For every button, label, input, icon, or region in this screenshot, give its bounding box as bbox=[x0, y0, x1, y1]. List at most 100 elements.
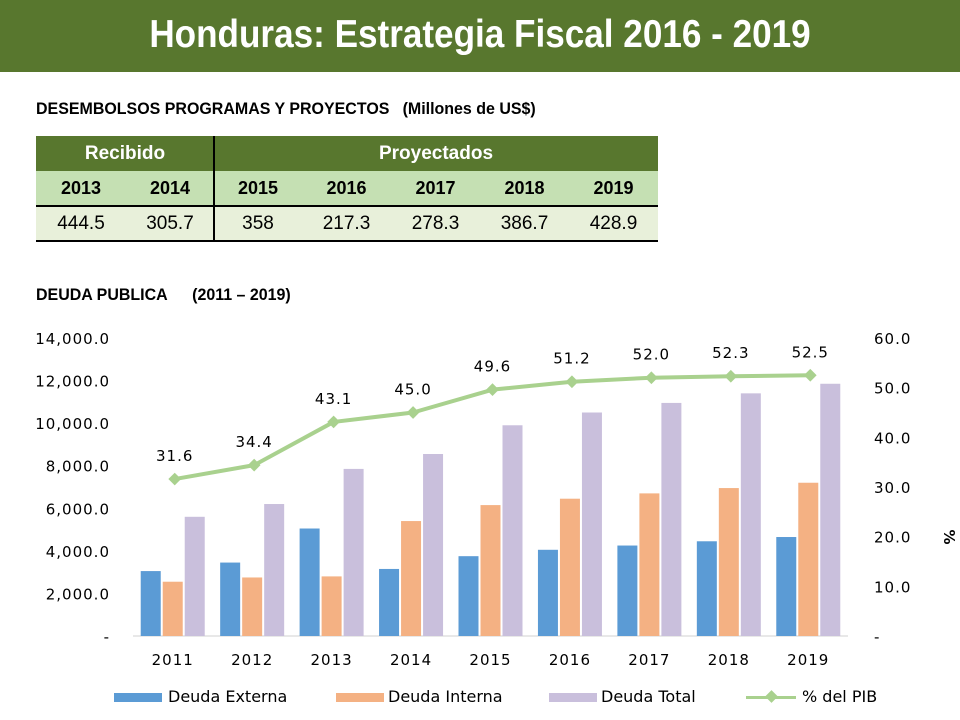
table-value-cell: 217.3 bbox=[302, 206, 391, 242]
legend-swatch bbox=[549, 693, 597, 702]
x-tick-label: 2015 bbox=[469, 651, 511, 669]
bar-deuda-total bbox=[264, 504, 285, 636]
y-left-tick-label: 10,000.0 bbox=[35, 415, 110, 433]
bar-deuda-externa bbox=[458, 556, 479, 636]
point-pib bbox=[327, 415, 340, 429]
point-pib bbox=[486, 383, 499, 397]
x-tick-label: 2012 bbox=[231, 651, 273, 669]
point-pib bbox=[247, 458, 261, 472]
title-bar bbox=[0, 0, 960, 72]
table-year-cell: 2014 bbox=[126, 171, 214, 206]
x-tick-label: 2013 bbox=[311, 651, 353, 669]
bar-deuda-interna bbox=[480, 505, 501, 636]
x-tick-label: 2018 bbox=[708, 651, 750, 669]
table-divider-vertical bbox=[213, 136, 215, 242]
y-left-tick-label: 8,000.0 bbox=[46, 458, 110, 476]
y-right-tick-label: 40.0 bbox=[874, 429, 911, 447]
bar-deuda-externa bbox=[140, 571, 161, 636]
data-label-pib: 51.2 bbox=[553, 350, 590, 368]
legend-label: Deuda Total bbox=[601, 687, 696, 706]
table-value-cell: 358 bbox=[214, 206, 302, 242]
data-label-pib: 31.6 bbox=[156, 447, 193, 465]
point-pib bbox=[724, 369, 738, 383]
bar-deuda-interna bbox=[321, 576, 342, 636]
y-left-tick-label: 4,000.0 bbox=[46, 543, 110, 561]
page-title: Honduras: Estrategia Fiscal 2016 - 2019 bbox=[149, 13, 811, 56]
x-tick-label: 2019 bbox=[787, 651, 829, 669]
table-year-cell: 2015 bbox=[214, 171, 302, 206]
chart-legend: Deuda Externa Deuda Interna Deuda Total … bbox=[0, 686, 960, 710]
bar-deuda-externa bbox=[537, 549, 558, 636]
table-year-cell: 2018 bbox=[480, 171, 569, 206]
y-right-tick-label: 20.0 bbox=[874, 529, 911, 547]
point-pib bbox=[565, 375, 579, 389]
legend-label: Deuda Interna bbox=[388, 687, 503, 706]
disbursements-heading-text: DESEMBOLSOS PROGRAMAS Y PROYECTOS bbox=[36, 99, 390, 118]
table-year-cell: 2016 bbox=[302, 171, 391, 206]
disbursements-unit: (Millones de US$) bbox=[402, 99, 536, 118]
debt-heading: DEUDA PUBLICA (2011 – 2019) bbox=[36, 285, 291, 305]
bar-deuda-externa bbox=[617, 545, 638, 636]
bar-deuda-total bbox=[502, 425, 523, 636]
y-right-tick-label: 30.0 bbox=[874, 479, 911, 497]
table-value-cell: 278.3 bbox=[391, 206, 480, 242]
bar-deuda-interna bbox=[162, 581, 183, 636]
bar-deuda-total bbox=[581, 412, 602, 636]
legend-swatch bbox=[336, 693, 384, 702]
point-pib bbox=[406, 406, 420, 419]
bar-deuda-total bbox=[661, 402, 682, 636]
point-pib bbox=[803, 368, 817, 382]
bar-deuda-interna bbox=[242, 577, 263, 636]
legend-marker-icon bbox=[765, 690, 778, 703]
data-label-pib: 49.6 bbox=[474, 358, 511, 376]
bar-deuda-externa bbox=[776, 537, 797, 636]
x-tick-label: 2011 bbox=[152, 651, 194, 669]
bar-deuda-total bbox=[184, 516, 205, 636]
bar-deuda-total bbox=[343, 468, 364, 636]
debt-period: (2011 – 2019) bbox=[192, 285, 291, 304]
bar-deuda-interna bbox=[401, 521, 422, 636]
data-label-pib: 34.4 bbox=[235, 433, 272, 451]
bar-deuda-externa bbox=[696, 541, 717, 636]
legend-swatch bbox=[114, 693, 162, 702]
debt-heading-text: DEUDA PUBLICA bbox=[36, 285, 168, 304]
data-label-pib: 52.5 bbox=[792, 343, 829, 361]
data-label-pib: 52.3 bbox=[712, 344, 749, 362]
data-label-pib: 45.0 bbox=[394, 381, 431, 399]
table-year-cell: 2013 bbox=[36, 171, 126, 206]
bar-deuda-total bbox=[423, 454, 444, 636]
y-left-tick-label: 2,000.0 bbox=[46, 585, 110, 603]
y-left-tick-label: 14,000.0 bbox=[35, 330, 110, 348]
bar-deuda-interna bbox=[639, 493, 660, 636]
bar-deuda-externa bbox=[379, 568, 400, 636]
data-label-pib: 52.0 bbox=[633, 346, 670, 364]
disbursements-table: Recibido Proyectados 2013 2014 2015 2016… bbox=[36, 136, 658, 242]
table-header-projected: Proyectados bbox=[214, 136, 658, 171]
debt-chart: - 2,000.0 4,000.0 6,000.0 8,000.0 10,000.0 12,… bbox=[35, 330, 958, 669]
table-value-cell: 428.9 bbox=[569, 206, 658, 242]
y-right-tick-label: 50.0 bbox=[874, 380, 911, 398]
y-right-tick-label: 60.0 bbox=[874, 330, 911, 348]
x-tick-label: 2017 bbox=[628, 651, 670, 669]
y-right-tick-label: 10.0 bbox=[874, 578, 911, 596]
point-pib bbox=[645, 371, 658, 385]
legend-label: Deuda Externa bbox=[168, 687, 288, 706]
y-left-tick-label: - bbox=[104, 628, 110, 646]
x-tick-label: 2016 bbox=[549, 651, 591, 669]
bar-deuda-interna bbox=[798, 482, 819, 636]
data-label-pib: 43.1 bbox=[315, 390, 352, 408]
table-value-cell: 444.5 bbox=[36, 206, 126, 242]
legend-label: % del PIB bbox=[802, 687, 878, 706]
point-pib bbox=[168, 472, 182, 486]
y-left-tick-label: 12,000.0 bbox=[35, 373, 110, 391]
bar-deuda-total bbox=[740, 393, 761, 636]
table-divider-horizontal bbox=[36, 205, 658, 207]
y-right-axis-label: % bbox=[940, 529, 958, 544]
table-value-cell: 305.7 bbox=[126, 206, 214, 242]
table-value-cell: 386.7 bbox=[480, 206, 569, 242]
bar-deuda-externa bbox=[299, 528, 320, 636]
bar-deuda-interna bbox=[559, 498, 580, 636]
y-right-tick-label: - bbox=[874, 628, 880, 646]
bar-deuda-total bbox=[820, 383, 841, 636]
bar-deuda-interna bbox=[718, 488, 739, 636]
